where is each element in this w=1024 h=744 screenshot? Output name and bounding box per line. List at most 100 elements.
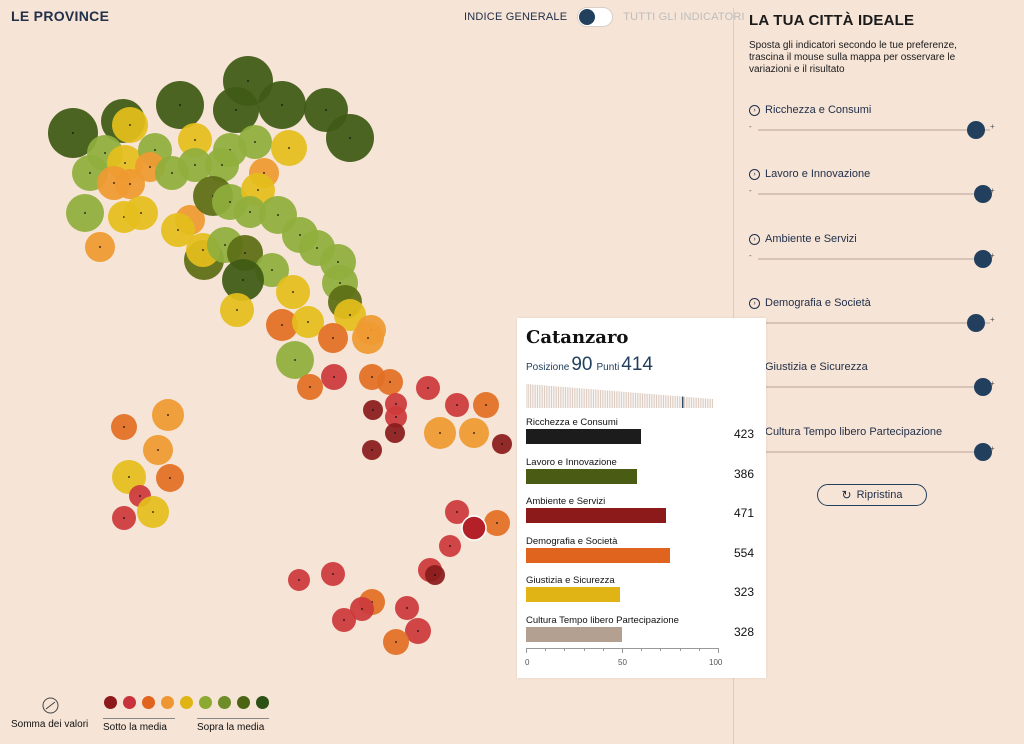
category-bar — [526, 508, 667, 523]
province-center-dot — [169, 477, 171, 479]
slider-handle[interactable] — [967, 314, 986, 332]
sidebar-description: Sposta gli indicatori secondo le tue pre… — [749, 40, 957, 75]
province-center-dot — [406, 607, 408, 609]
axis-max: 100 — [709, 658, 723, 667]
indicator-header[interactable]: › Lavoro e Innovazione — [749, 168, 999, 180]
chevron-right-icon[interactable]: › — [749, 168, 760, 180]
province-center-dot — [154, 149, 156, 151]
province-center-dot — [221, 164, 223, 166]
axis-tick — [718, 648, 719, 653]
province-center-dot — [235, 109, 237, 111]
slider-track[interactable] — [758, 129, 990, 131]
position-value: 90 — [571, 354, 593, 375]
indicator-header[interactable]: › Demografia e Società — [749, 297, 999, 309]
axis-tick — [583, 648, 585, 651]
slider-minus: - — [749, 122, 752, 131]
province-center-dot — [194, 164, 196, 166]
province-center-dot — [157, 449, 159, 451]
slider-track[interactable] — [758, 258, 990, 260]
indicator-header[interactable]: ›Cultura Tempo libero Partecipazione — [749, 426, 999, 438]
category-value: 328 — [733, 624, 754, 639]
province-center-dot — [389, 381, 391, 383]
province-center-dot — [249, 211, 251, 213]
province-center-dot — [485, 404, 487, 406]
indicator-6: ›Cultura Tempo libero Partecipazione-+ — [749, 426, 999, 476]
province-center-dot — [236, 309, 238, 311]
sum-values-icon — [42, 697, 59, 714]
province-center-dot — [337, 261, 339, 263]
tooltip-axis: 0 50 100 — [525, 648, 722, 668]
refresh-icon: ↻ — [841, 488, 852, 502]
toggle-label-all-indicators[interactable]: TUTTI GLI INDICATORI — [623, 11, 745, 23]
slider-track[interactable] — [758, 451, 990, 453]
selected-province-bubble[interactable] — [461, 515, 487, 541]
legend-color-dot — [180, 696, 193, 709]
index-toggle-switch[interactable] — [577, 7, 614, 27]
slider-track[interactable] — [758, 386, 990, 388]
toggle-knob[interactable] — [579, 9, 596, 25]
slider-plus: + — [990, 315, 995, 324]
slider-track[interactable] — [758, 193, 990, 195]
province-center-dot — [224, 244, 226, 246]
toggle-label-general[interactable]: INDICE GENERALE — [464, 11, 568, 23]
sidebar-title: LA TUA CITTÀ IDEALE — [749, 12, 915, 29]
category-row: Ricchezza e Consumi 423 — [526, 417, 761, 453]
indicator-header[interactable]: › Ambiente e Servizi — [749, 233, 999, 245]
slider-handle[interactable] — [974, 378, 993, 396]
province-center-dot — [129, 183, 131, 185]
slider-plus: + — [990, 379, 995, 388]
category-bar — [526, 468, 638, 484]
chevron-right-icon[interactable]: › — [749, 297, 760, 309]
legend-color-dot — [199, 696, 212, 709]
province-center-dot — [167, 414, 169, 416]
chevron-right-icon[interactable]: › — [749, 233, 760, 245]
legend-color-dot — [256, 696, 269, 709]
province-center-dot — [123, 426, 125, 428]
slider-plus: + — [990, 122, 995, 131]
province-center-dot — [171, 172, 173, 174]
axis-mid: 50 — [618, 658, 627, 667]
legend-below-line — [103, 718, 175, 719]
province-center-dot — [104, 152, 106, 154]
province-center-dot — [349, 137, 351, 139]
province-center-dot — [361, 608, 363, 610]
axis-tick — [602, 648, 604, 651]
category-row: Giustizia e Sicurezza 323 — [526, 575, 761, 611]
slider-handle[interactable] — [974, 443, 993, 461]
province-center-dot — [456, 511, 458, 513]
province-center-dot — [84, 212, 86, 214]
province-center-dot — [417, 630, 419, 632]
reset-button[interactable]: ↻ Ripristina — [817, 484, 927, 506]
slider-track[interactable] — [758, 322, 990, 324]
slider-handle[interactable] — [967, 121, 986, 139]
slider-handle[interactable] — [974, 185, 993, 203]
category-bar — [526, 547, 670, 563]
province-center-dot — [99, 246, 101, 248]
indicator-header[interactable]: › Ricchezza e Consumi — [749, 104, 999, 116]
category-name: Lavoro e Innovazione — [526, 456, 617, 468]
category-row: Cultura Tempo libero Partecipazione 328 — [526, 615, 761, 651]
province-center-dot — [316, 247, 318, 249]
slider-handle[interactable] — [974, 250, 993, 268]
category-bar — [526, 626, 622, 642]
indicator-header[interactable]: ›Giustizia e Sicurezza — [749, 361, 999, 373]
indicator-label: Cultura Tempo libero Partecipazione — [765, 426, 943, 438]
province-center-dot — [202, 249, 204, 251]
province-center-dot — [473, 432, 475, 434]
province-center-dot — [439, 432, 441, 434]
province-center-dot — [434, 574, 436, 576]
province-center-dot — [371, 376, 373, 378]
province-center-dot — [294, 359, 296, 361]
province-center-dot — [123, 517, 125, 519]
province-center-dot — [343, 619, 345, 621]
province-center-dot — [177, 229, 179, 231]
chevron-right-icon[interactable]: › — [749, 104, 760, 116]
province-map[interactable] — [0, 40, 733, 680]
province-center-dot — [395, 403, 397, 405]
province-center-dot — [309, 386, 311, 388]
indicator-label: Ricchezza e Consumi — [765, 104, 872, 116]
province-center-dot — [257, 189, 259, 191]
province-center-dot — [395, 641, 397, 643]
slider-plus: + — [990, 444, 995, 453]
points-value: 414 — [621, 354, 653, 375]
